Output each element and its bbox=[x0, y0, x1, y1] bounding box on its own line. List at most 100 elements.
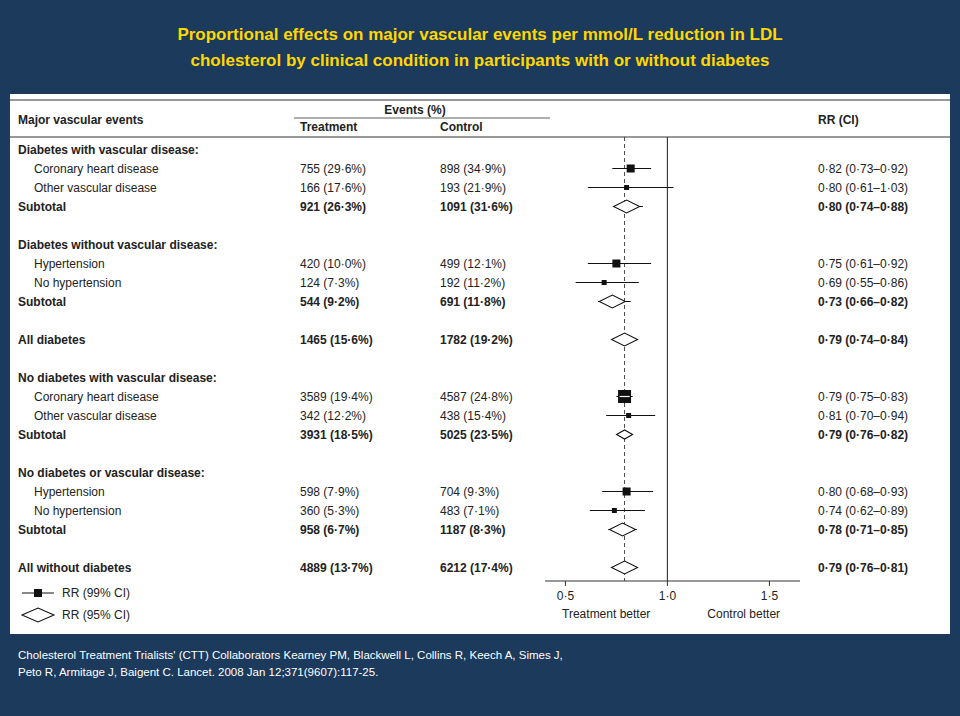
title: Proportional effects on major vascular e… bbox=[177, 25, 782, 44]
treatment-events: 958 (6·7%) bbox=[300, 523, 359, 537]
rr-text: 0·78 (0·71–0·85) bbox=[818, 523, 908, 537]
treatment-events: 360 (5·3%) bbox=[300, 504, 359, 518]
row-label: Coronary heart disease bbox=[34, 162, 159, 176]
rr-text: 0·75 (0·61–0·92) bbox=[818, 257, 908, 271]
tick-label: 0·5 bbox=[557, 589, 575, 603]
tick-label: 1·0 bbox=[659, 589, 677, 603]
section-header: No diabetes with vascular disease: bbox=[18, 371, 217, 385]
tick-label: 1·5 bbox=[761, 589, 779, 603]
rr-text: 0·79 (0·75–0·83) bbox=[818, 390, 908, 404]
control-events: 5025 (23·5%) bbox=[440, 428, 513, 442]
column-header: Major vascular events bbox=[18, 113, 144, 127]
footer: Peto R, Armitage J, Baigent C. Lancet. 2… bbox=[18, 666, 378, 678]
header-rule bbox=[10, 137, 950, 138]
treatment-events: 166 (17·6%) bbox=[300, 181, 366, 195]
row-label: All without diabetes bbox=[18, 561, 132, 575]
treatment-events: 1465 (15·6%) bbox=[300, 333, 373, 347]
estimate-square bbox=[602, 280, 607, 285]
legend-symbol bbox=[22, 608, 54, 622]
estimate-diamond bbox=[610, 523, 636, 536]
axis-label: Control better bbox=[707, 607, 780, 621]
table: Major vascular events Events (%) Treatment… bbox=[10, 100, 950, 581]
row-label: Hypertension bbox=[34, 257, 105, 271]
rr-text: 0·69 (0·55–0·86) bbox=[818, 276, 908, 290]
header-rule bbox=[10, 100, 950, 101]
control-events: 704 (9·3%) bbox=[440, 485, 499, 499]
rr-text: 0·80 (0·68–0·93) bbox=[818, 485, 908, 499]
estimate-square bbox=[612, 260, 620, 268]
legend: RR (99% CI)RR (95% CI) bbox=[22, 586, 130, 622]
x-axis: 0·5 1·0 1·5 Treatment better Control better bbox=[545, 581, 800, 621]
row-label: Coronary heart disease bbox=[34, 390, 159, 404]
header-rule bbox=[294, 118, 550, 119]
control-events: 691 (11·8%) bbox=[440, 295, 505, 309]
row-label: Hypertension bbox=[34, 485, 105, 499]
row-label: All diabetes bbox=[18, 333, 86, 347]
confidence-interval bbox=[588, 187, 674, 188]
control-events: 1782 (19·2%) bbox=[440, 333, 513, 347]
panel bbox=[10, 94, 950, 634]
rr-text: 0·73 (0·66–0·82) bbox=[818, 295, 908, 309]
control-events: 6212 (17·4%) bbox=[440, 561, 513, 575]
legend-symbol bbox=[34, 589, 42, 597]
tick bbox=[565, 581, 566, 586]
estimate-square bbox=[626, 413, 631, 418]
estimate-diamond bbox=[617, 430, 633, 439]
row-label: Subtotal bbox=[18, 200, 66, 214]
row-label: No hypertension bbox=[34, 276, 121, 290]
estimate-square bbox=[612, 508, 617, 513]
tick bbox=[769, 581, 770, 586]
axis-label: Treatment better bbox=[562, 607, 650, 621]
chart: Proportional effects on major vascular e… bbox=[0, 0, 960, 716]
treatment-events: 544 (9·2%) bbox=[300, 295, 359, 309]
footer: Cholesterol Treatment Trialists' (CTT) C… bbox=[18, 649, 563, 661]
estimate-diamond bbox=[612, 561, 638, 574]
marks bbox=[576, 165, 674, 575]
treatment-events: 598 (7·9%) bbox=[300, 485, 359, 499]
estimate-square bbox=[623, 488, 631, 496]
column-header: Events (%) bbox=[384, 103, 445, 117]
treatment-events: 124 (7·3%) bbox=[300, 276, 359, 290]
rr-text: 0·79 (0·74–0·84) bbox=[818, 333, 908, 347]
control-events: 193 (21·9%) bbox=[440, 181, 506, 195]
estimate-diamond bbox=[599, 295, 625, 308]
treatment-events: 3589 (19·4%) bbox=[300, 390, 373, 404]
row-label: Other vascular disease bbox=[34, 409, 157, 423]
row-label: Subtotal bbox=[18, 428, 66, 442]
axis-line bbox=[545, 581, 800, 582]
treatment-events: 420 (10·0%) bbox=[300, 257, 366, 271]
rr-text: 0·74 (0·62–0·89) bbox=[818, 504, 908, 518]
rr-text: 0·80 (0·61–1·03) bbox=[818, 181, 908, 195]
treatment-events: 342 (12·2%) bbox=[300, 409, 366, 423]
treatment-events: 3931 (18·5%) bbox=[300, 428, 373, 442]
rr-text: 0·80 (0·74–0·88) bbox=[818, 200, 908, 214]
confidence-interval bbox=[576, 282, 639, 283]
title: cholesterol by clinical condition in par… bbox=[190, 51, 769, 70]
row-label: Other vascular disease bbox=[34, 181, 157, 195]
control-events: 192 (11·2%) bbox=[440, 276, 505, 290]
treatment-events: 4889 (13·7%) bbox=[300, 561, 373, 575]
column-header: RR (CI) bbox=[818, 113, 859, 127]
section-header: Diabetes with vascular disease: bbox=[18, 143, 199, 157]
control-events: 1187 (8·3%) bbox=[440, 523, 505, 537]
treatment-events: 755 (29·6%) bbox=[300, 162, 366, 176]
control-events: 499 (12·1%) bbox=[440, 257, 506, 271]
section-header: No diabetes or vascular disease: bbox=[18, 466, 205, 480]
rr-text: 0·79 (0·76–0·82) bbox=[818, 428, 908, 442]
rr-text: 0·79 (0·76–0·81) bbox=[818, 561, 908, 575]
control-events: 1091 (31·6%) bbox=[440, 200, 513, 214]
section-header: Diabetes without vascular disease: bbox=[18, 238, 217, 252]
legend-label: RR (95% CI) bbox=[62, 608, 130, 622]
rr-text: 0·81 (0·70–0·94) bbox=[818, 409, 908, 423]
background bbox=[0, 0, 960, 716]
row-label: No hypertension bbox=[34, 504, 121, 518]
rr-text: 0·82 (0·73–0·92) bbox=[818, 162, 908, 176]
control-events: 898 (34·9%) bbox=[440, 162, 506, 176]
control-events: 438 (15·4%) bbox=[440, 409, 506, 423]
tick bbox=[667, 581, 668, 586]
column-header: Treatment bbox=[300, 120, 357, 134]
confidence-interval bbox=[590, 510, 645, 511]
reference-line bbox=[667, 137, 668, 581]
treatment-events: 921 (26·3%) bbox=[300, 200, 366, 214]
estimate-diamond bbox=[614, 200, 640, 213]
